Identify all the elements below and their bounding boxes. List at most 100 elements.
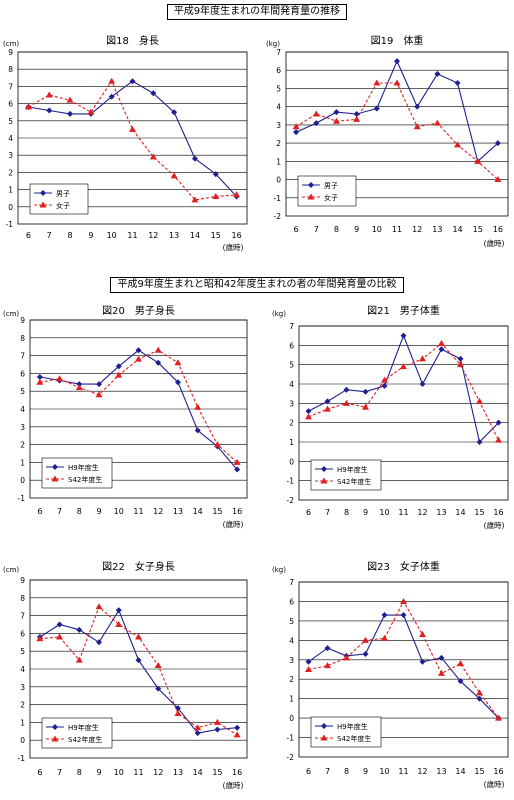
plot-frame xyxy=(29,579,248,759)
legend-marker xyxy=(40,190,46,196)
x-tick-label: 9 xyxy=(354,225,359,234)
data-point-diamond xyxy=(108,93,115,100)
series-line-2 xyxy=(39,605,238,736)
data-point-triangle xyxy=(324,405,331,412)
y-tick-label: 7 xyxy=(276,48,281,57)
y-tick-label: 4 xyxy=(276,103,281,112)
legend-marker xyxy=(308,182,314,188)
y-tick-label: -1 xyxy=(18,494,26,503)
y-tick-label: 9 xyxy=(20,316,25,325)
data-point-triangle xyxy=(305,413,312,420)
y-tick-label: 8 xyxy=(20,594,25,603)
data-point-triangle xyxy=(362,636,369,643)
data-point-triangle xyxy=(419,631,426,637)
data-point-triangle xyxy=(135,633,142,640)
data-point-diamond xyxy=(438,654,445,661)
y-tick-label: 6 xyxy=(289,341,294,350)
y-tick-label: -1 xyxy=(274,194,282,203)
x-tick-label: 8 xyxy=(334,225,339,234)
chart-title: 図20 男子身長 xyxy=(102,304,175,317)
x-tick-label: 7 xyxy=(325,508,330,517)
legend-label: S42年度生 xyxy=(337,734,371,743)
x-axis-label: (歳時) xyxy=(484,520,505,530)
x-tick-label: 14 xyxy=(455,508,465,517)
plot-frame xyxy=(285,51,509,217)
x-tick-label: 9 xyxy=(96,768,101,777)
y-tick-label: 9 xyxy=(8,48,13,57)
series-line-1 xyxy=(308,334,499,444)
y-tick-label: 7 xyxy=(20,352,25,361)
x-tick-label: 14 xyxy=(193,768,203,777)
x-tick-label: 16 xyxy=(493,225,503,234)
data-point-diamond xyxy=(174,379,181,386)
chart-title: 図19 体重 xyxy=(371,34,424,47)
data-point-triangle xyxy=(454,141,462,148)
y-unit-label: (kg) xyxy=(266,40,280,48)
legend-label: 男子 xyxy=(324,182,338,190)
data-point-triangle xyxy=(191,196,199,203)
data-point-triangle xyxy=(129,125,136,132)
plot-frame xyxy=(298,581,509,758)
x-tick-label: 16 xyxy=(493,508,503,517)
y-tick-label: 3 xyxy=(289,399,294,408)
y-tick-label: 6 xyxy=(20,369,25,378)
y-tick-label: 8 xyxy=(20,334,25,343)
data-point-diamond xyxy=(434,70,441,77)
data-point-diamond xyxy=(76,626,83,633)
x-tick-label: 10 xyxy=(372,225,382,234)
x-tick-label: 6 xyxy=(37,507,42,516)
legend-label: H9年度生 xyxy=(68,463,99,472)
data-point-triangle xyxy=(381,376,388,383)
legend-label: H9年度生 xyxy=(337,465,368,474)
x-tick-label: 13 xyxy=(169,231,179,240)
x-tick-label: 8 xyxy=(77,768,82,777)
y-tick-label: 5 xyxy=(276,84,281,93)
data-point-diamond xyxy=(400,612,407,619)
data-point-diamond xyxy=(174,705,181,712)
x-axis-label: (歳時) xyxy=(484,238,505,248)
y-tick-label: 0 xyxy=(8,203,13,212)
data-point-triangle xyxy=(194,403,202,410)
data-point-triangle xyxy=(305,666,312,672)
data-point-diamond xyxy=(194,427,201,434)
x-tick-label: 12 xyxy=(417,767,427,776)
data-point-diamond xyxy=(324,645,331,652)
data-point-diamond xyxy=(155,685,162,692)
data-point-diamond xyxy=(400,332,407,339)
legend-label: S42年度生 xyxy=(68,475,102,484)
data-point-diamond xyxy=(67,110,74,117)
data-point-diamond xyxy=(155,359,162,366)
series-line-2 xyxy=(39,349,238,463)
x-axis-label: (歳時) xyxy=(484,779,505,789)
data-point-triangle xyxy=(36,635,44,642)
data-point-triangle xyxy=(419,355,426,362)
x-tick-label: 15 xyxy=(212,507,222,516)
data-point-triangle xyxy=(433,119,441,126)
x-tick-label: 10 xyxy=(107,231,117,240)
data-point-triangle xyxy=(154,661,162,668)
data-point-diamond xyxy=(194,730,201,737)
x-tick-label: 10 xyxy=(114,507,124,516)
data-point-diamond xyxy=(56,621,63,628)
legend-box xyxy=(310,716,382,748)
data-point-diamond xyxy=(76,381,83,388)
y-tick-label: -1 xyxy=(287,734,295,743)
data-point-triangle xyxy=(56,375,64,382)
x-tick-label: 15 xyxy=(212,768,222,777)
y-unit-label: (cm) xyxy=(3,310,19,318)
data-point-diamond xyxy=(394,58,400,65)
data-point-triangle xyxy=(56,633,64,640)
data-point-triangle xyxy=(149,153,157,160)
x-tick-label: 16 xyxy=(231,231,241,240)
data-point-diamond xyxy=(150,90,157,97)
data-point-triangle xyxy=(115,371,123,378)
x-tick-label: 14 xyxy=(455,767,465,776)
data-point-triangle xyxy=(75,384,83,391)
x-tick-label: 12 xyxy=(153,768,163,777)
data-point-diamond xyxy=(457,355,464,362)
chart-title: 図22 女子身長 xyxy=(102,560,175,573)
data-point-triangle xyxy=(108,77,116,84)
data-point-triangle xyxy=(494,176,502,183)
data-point-diamond xyxy=(305,408,312,415)
